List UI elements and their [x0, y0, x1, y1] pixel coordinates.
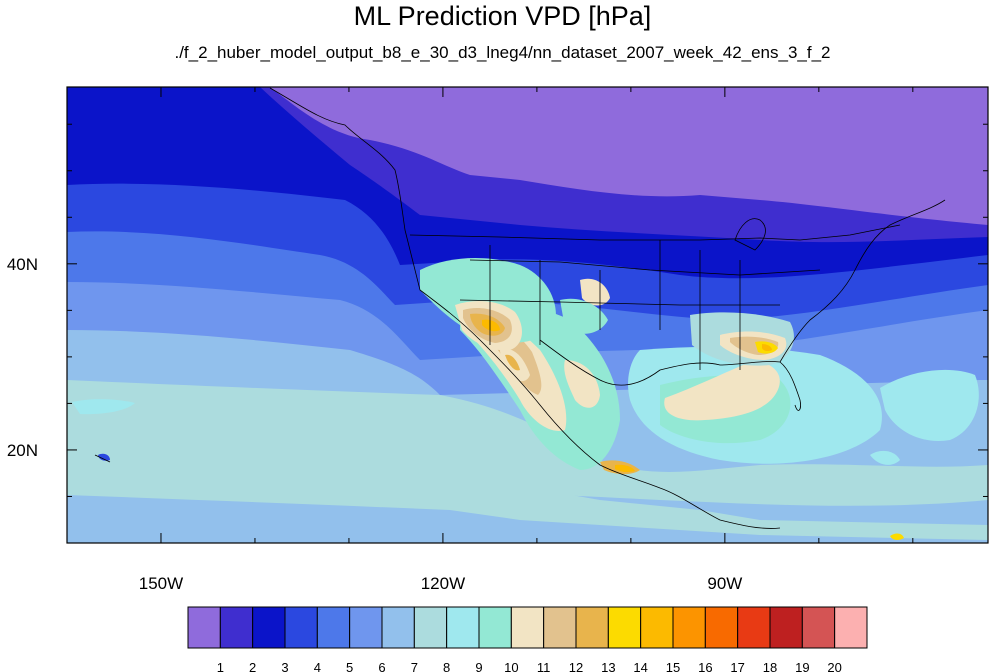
colorbar-label-3: 4	[314, 660, 321, 672]
map-axes: 150W 120W 90W 40N 20N	[7, 87, 988, 593]
colorbar-label-5: 6	[378, 660, 385, 672]
colorbar-label-16: 17	[730, 660, 744, 672]
y-tick-label-1: 20N	[7, 441, 38, 460]
colorbar-label-8: 9	[475, 660, 482, 672]
vpd-field	[67, 87, 988, 543]
colorbar-label-15: 16	[698, 660, 712, 672]
colorbar-label-6: 7	[411, 660, 418, 672]
caribbean-blob	[890, 533, 904, 541]
baja-level-13	[505, 354, 520, 371]
colorbar-box-12	[575, 606, 609, 649]
colorbar-label-0: 1	[217, 660, 224, 672]
chart-title: ML Prediction VPD [hPa]	[353, 1, 652, 31]
colorbar-box-15	[672, 606, 706, 649]
colorbar: 1 2 3 4 5 6 7 8 9 10 11 12 13 14 15 16 17 18 19 20	[187, 606, 868, 672]
chart-subtitle: ./f_2_huber_model_output_b8_e_30_d3_lneg…	[174, 43, 831, 62]
colorbar-box-19	[801, 606, 836, 649]
band-level-7-south	[67, 495, 988, 543]
colorbar-box-17	[737, 606, 771, 649]
y-tick-label-0: 40N	[7, 255, 38, 274]
ca-level-15	[615, 464, 635, 473]
x-tick-label-0: 150W	[139, 574, 183, 593]
colorbar-box-8	[446, 606, 480, 649]
colorbar-box-1	[219, 606, 254, 649]
colorbar-box-10	[510, 606, 545, 649]
colorbar-label-13: 14	[633, 660, 647, 672]
colorbar-box-9	[478, 606, 512, 649]
colorbar-label-9: 10	[504, 660, 518, 672]
se-level-15	[762, 344, 772, 352]
colorbar-box-0	[187, 606, 221, 649]
colorbar-box-18	[769, 606, 803, 649]
colorbar-label-19: 20	[827, 660, 841, 672]
nm-level-11	[580, 278, 610, 306]
colorbar-box-6	[381, 606, 415, 649]
band-level-8	[67, 380, 988, 506]
colorbar-box-3	[284, 606, 318, 649]
atlantic-blob	[880, 369, 979, 441]
colorbar-label-11: 12	[569, 660, 583, 672]
sw-level-15	[482, 319, 500, 332]
colorbar-box-20	[834, 606, 868, 649]
colorbar-box-5	[349, 606, 383, 649]
colorbar-label-4: 5	[346, 660, 353, 672]
colorbar-label-14: 15	[666, 660, 680, 672]
pacific-streak	[72, 399, 135, 415]
atlantic-blob-2	[870, 450, 900, 465]
colorbar-label-2: 3	[281, 660, 288, 672]
colorbar-box-13	[607, 606, 642, 649]
colorbar-label-17: 18	[763, 660, 777, 672]
hawaii-blob	[98, 453, 110, 461]
coastlines	[94, 87, 946, 529]
colorbar-label-18: 19	[795, 660, 809, 672]
colorbar-box-7	[413, 606, 448, 649]
colorbar-box-16	[704, 606, 739, 649]
x-tick-label-1: 120W	[421, 574, 465, 593]
colorbar-label-10: 11	[537, 660, 551, 672]
map-frame	[66, 86, 989, 544]
colorbar-box-11	[543, 606, 577, 649]
gulf-level-11	[664, 360, 780, 421]
colorbar-label-1: 2	[249, 660, 256, 672]
sierra-level-11	[564, 360, 600, 408]
colorbar-box-14	[640, 606, 674, 649]
nm-level-10	[560, 298, 608, 334]
colorbar-box-4	[316, 606, 351, 649]
x-tick-label-2: 90W	[707, 574, 742, 593]
colorbar-box-2	[252, 606, 286, 649]
colorbar-label-12: 13	[601, 660, 615, 672]
colorbar-label-7: 8	[443, 660, 450, 672]
